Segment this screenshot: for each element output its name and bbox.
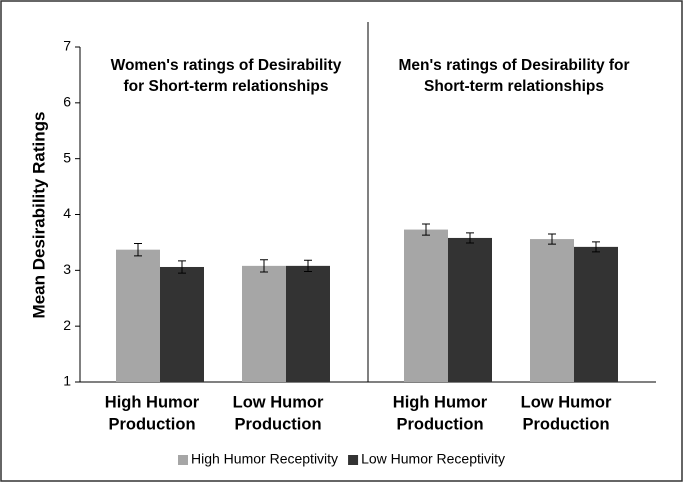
bar xyxy=(448,237,492,382)
bar xyxy=(116,249,160,382)
error-bar xyxy=(592,241,600,253)
panel-title: Women's ratings of Desirability xyxy=(111,57,342,74)
y-tick-label: 2 xyxy=(63,317,71,333)
y-tick-label: 1 xyxy=(63,373,71,389)
x-tick-label: High Humor xyxy=(105,393,200,411)
bar xyxy=(574,246,618,382)
x-tick-label: Production xyxy=(522,415,609,433)
legend-swatch xyxy=(348,455,359,465)
panel-title: Short-term relationships xyxy=(424,78,604,95)
error-bar xyxy=(304,259,312,272)
y-tick-label: 3 xyxy=(63,261,71,277)
y-tick-label: 6 xyxy=(63,94,71,110)
x-tick-label: High Humor xyxy=(393,393,488,411)
y-axis-label: Mean Desirability Ratings xyxy=(29,112,48,319)
x-tick-label: Low Humor xyxy=(521,393,612,411)
panel-title: Men's ratings of Desirability for xyxy=(398,57,629,74)
error-bar xyxy=(466,232,474,244)
x-tick-label: Production xyxy=(234,415,321,433)
legend-swatch xyxy=(178,455,188,465)
bar xyxy=(242,265,286,382)
panel-title: for Short-term relationships xyxy=(124,78,329,95)
bar xyxy=(160,266,204,382)
error-bar xyxy=(548,233,556,245)
legend-label: High Humor Receptivity xyxy=(191,451,338,467)
legend-label: Low Humor Receptivity xyxy=(361,451,505,467)
y-tick-label: 4 xyxy=(63,205,71,221)
x-tick-label: Production xyxy=(396,415,483,433)
error-bar xyxy=(178,260,186,274)
bar xyxy=(404,229,448,382)
error-bar xyxy=(260,259,268,273)
error-bar xyxy=(422,223,430,236)
x-tick-label: Low Humor xyxy=(233,393,324,411)
y-tick-label: 7 xyxy=(63,38,71,54)
bar xyxy=(530,239,574,382)
error-bar xyxy=(134,243,142,257)
x-tick-label: Production xyxy=(108,415,195,433)
bar xyxy=(286,265,330,382)
y-tick-label: 5 xyxy=(63,149,71,165)
